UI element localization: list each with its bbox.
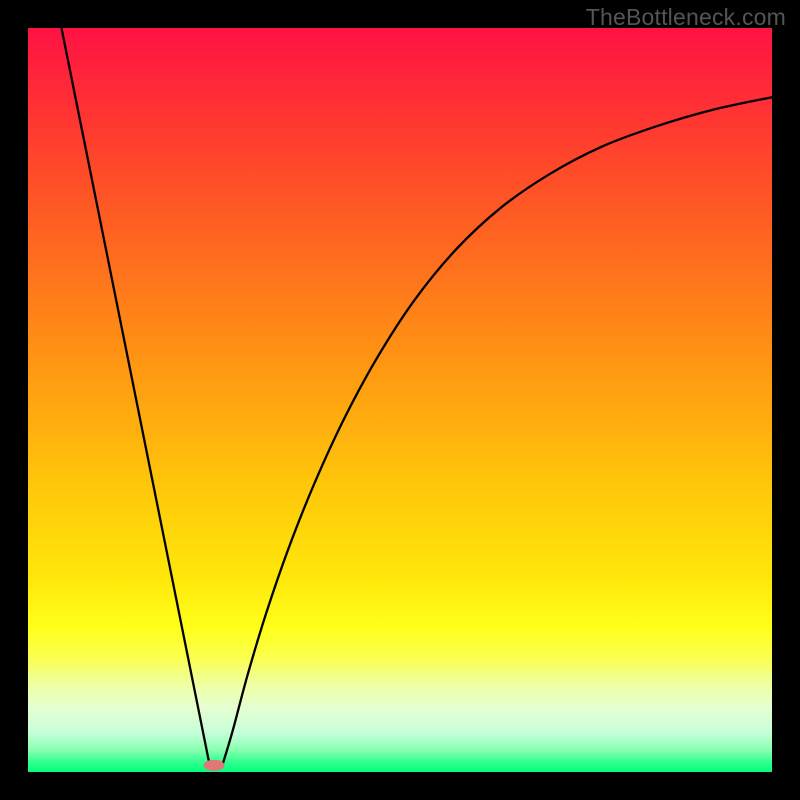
chart-container: TheBottleneck.com — [0, 0, 800, 800]
plot-background — [28, 28, 772, 772]
bottleneck-chart — [0, 0, 800, 800]
bottleneck-marker — [204, 760, 225, 771]
watermark-text: TheBottleneck.com — [586, 4, 786, 31]
